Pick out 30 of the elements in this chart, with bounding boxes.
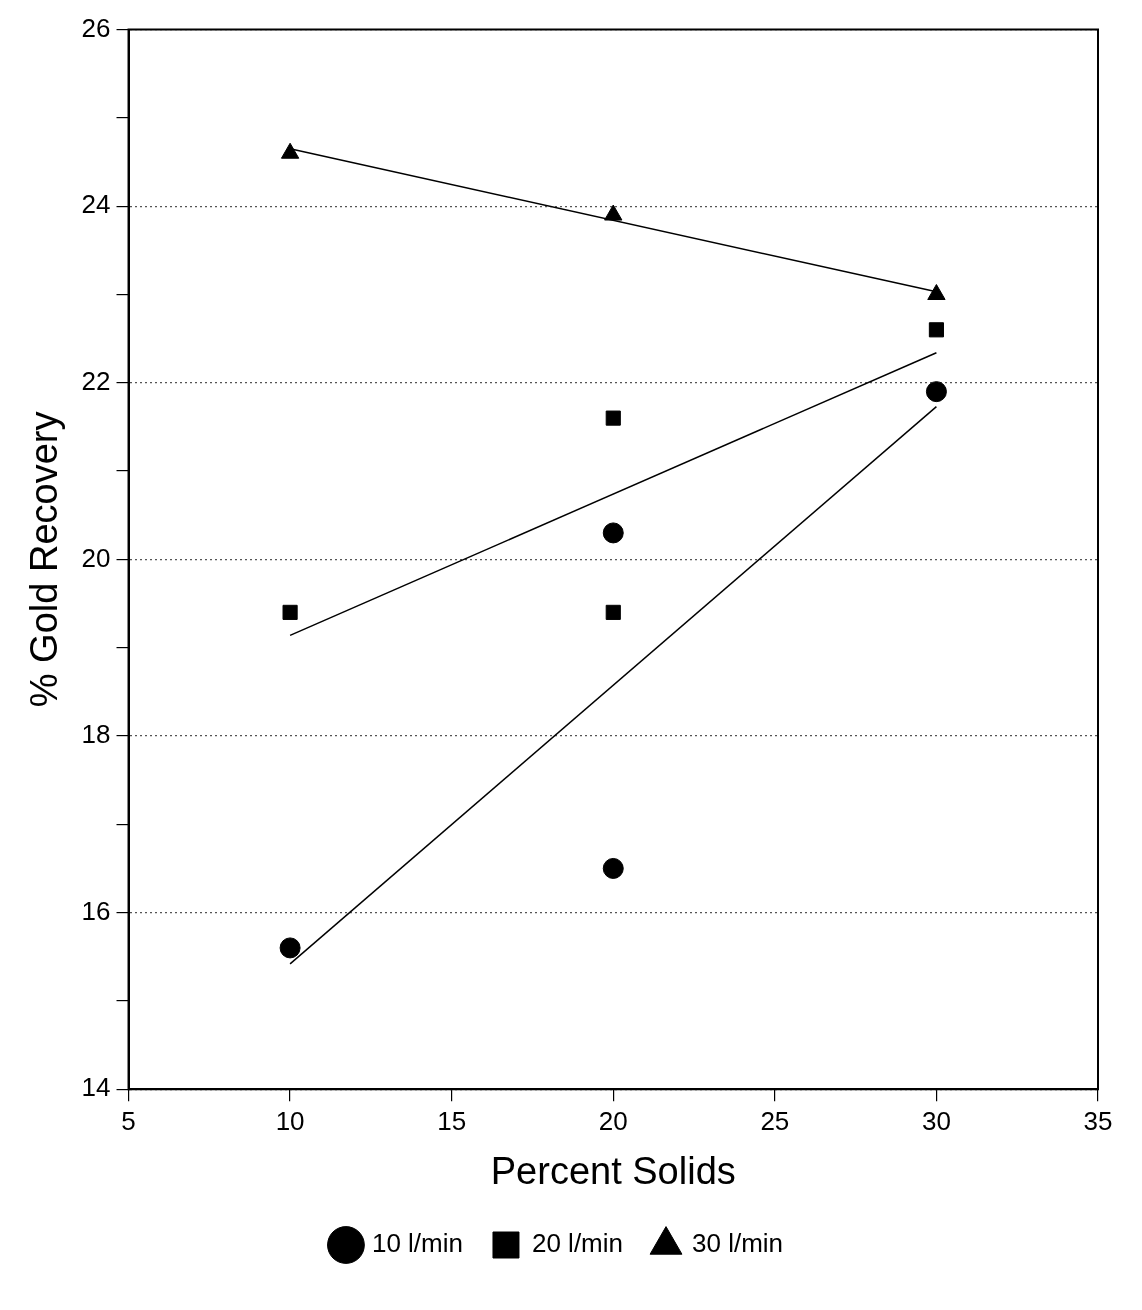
x-tick-label: 35: [1083, 1105, 1113, 1136]
x-tick-label: 10: [275, 1105, 305, 1136]
y-axis-title: % Gold Recovery: [23, 411, 66, 708]
point: [925, 381, 947, 403]
x-tick-label: 30: [921, 1105, 951, 1136]
legend-label: 20 l/min: [531, 1228, 624, 1259]
point: [282, 604, 298, 620]
point: [602, 522, 624, 544]
point: [604, 204, 623, 221]
point: [605, 604, 621, 620]
x-tick-label: 25: [760, 1105, 790, 1136]
point: [927, 284, 946, 300]
y-tick-label: 14: [81, 1072, 111, 1103]
x-tick-label: 20: [598, 1105, 628, 1136]
x-tick-label: 5: [121, 1105, 136, 1136]
x-axis-title: Percent Solids: [490, 1149, 736, 1192]
point: [280, 142, 300, 159]
point: [602, 857, 624, 879]
y-tick-label: 18: [81, 719, 111, 750]
legend-label: 10 l/min: [371, 1228, 463, 1259]
y-tick-label: 20: [81, 542, 111, 573]
y-tick-label: 26: [81, 12, 111, 43]
legend-label: 30 l/min: [692, 1228, 784, 1259]
y-tick-label: 24: [81, 189, 111, 220]
y-tick-label: 16: [81, 895, 111, 926]
point: [928, 322, 944, 338]
x-tick-label: 15: [437, 1105, 467, 1136]
point: [605, 410, 621, 426]
y-tick-label: 22: [81, 365, 111, 396]
point: [279, 937, 301, 959]
